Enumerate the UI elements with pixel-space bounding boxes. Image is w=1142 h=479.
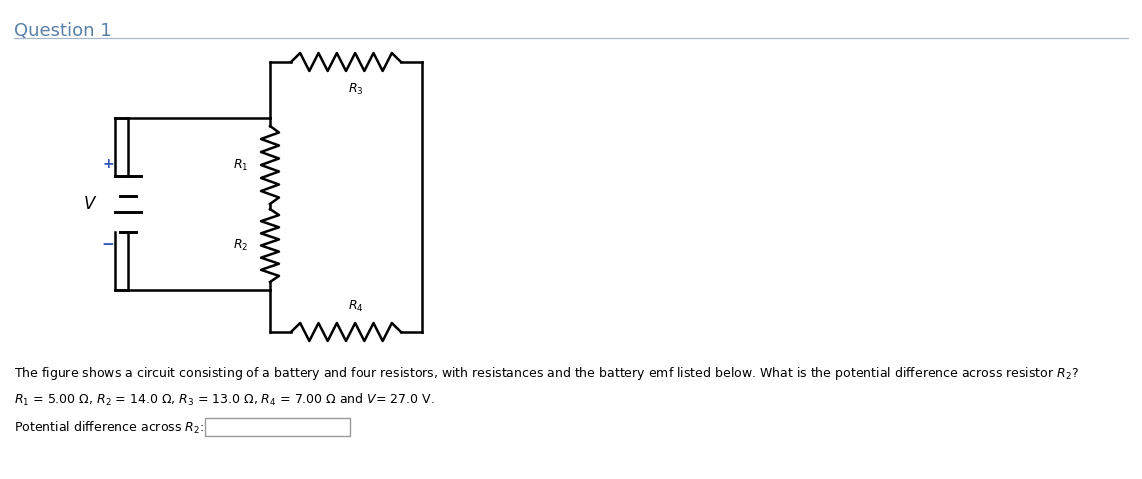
- Text: $R_1$ = 5.00 Ω, $R_2$ = 14.0 Ω, $R_3$ = 13.0 Ω, $R_4$ = 7.00 Ω and $V$= 27.0 V.: $R_1$ = 5.00 Ω, $R_2$ = 14.0 Ω, $R_3$ = …: [14, 392, 435, 408]
- Text: $R_1$: $R_1$: [233, 158, 248, 172]
- Bar: [206, 418, 349, 436]
- Text: Question 1: Question 1: [14, 22, 112, 40]
- Text: $R_4$: $R_4$: [348, 299, 364, 314]
- Text: Potential difference across $R_2$:: Potential difference across $R_2$:: [14, 420, 204, 436]
- Text: $R_3$: $R_3$: [348, 82, 364, 97]
- Text: $R_2$: $R_2$: [233, 238, 248, 253]
- Text: The figure shows a circuit consisting of a battery and four resistors, with resi: The figure shows a circuit consisting of…: [14, 365, 1079, 382]
- Text: $V$: $V$: [83, 195, 97, 213]
- Text: +: +: [102, 157, 114, 171]
- Text: −: −: [102, 237, 114, 251]
